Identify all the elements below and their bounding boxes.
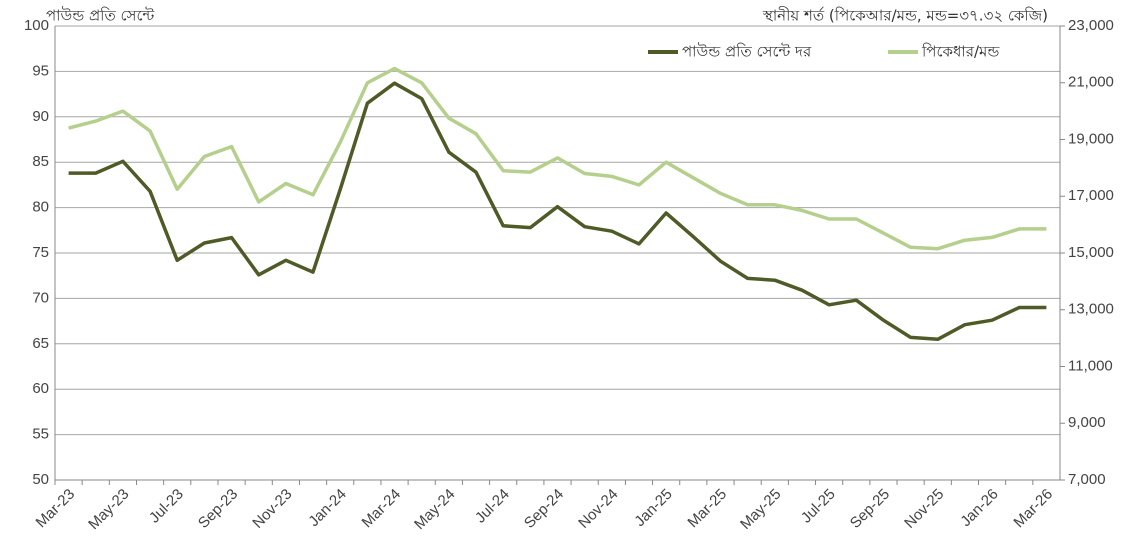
y-tick-label: 70 (32, 289, 49, 306)
y-tick-label: 60 (32, 380, 49, 397)
x-tick-label: May-23 (85, 486, 132, 533)
legend-label: পিকেধার/মন্ড (921, 43, 1000, 61)
x-tick-label: Jan-24 (305, 486, 349, 530)
y-tick-label: 65 (32, 335, 49, 352)
y2-tick-label: 23,000 (1068, 17, 1114, 34)
y2-tick-label: 9,000 (1068, 414, 1106, 431)
y-tick-label: 100 (24, 17, 49, 34)
x-tick-label: Nov-25 (901, 486, 947, 532)
x-tick-label: Jul-25 (798, 486, 839, 527)
x-tick-label: Sep-25 (847, 486, 893, 532)
y2-tick-label: 17,000 (1068, 187, 1114, 204)
series-line (68, 81, 1047, 342)
x-tick-label: Sep-23 (195, 486, 241, 532)
y2-tick-label: 19,000 (1068, 130, 1114, 147)
x-tick-label: Jan-25 (631, 486, 675, 530)
x-tick-label: Sep-24 (521, 486, 567, 532)
legend-label: পাউন্ড প্রতি সেন্টে দর (682, 43, 812, 61)
y-tick-label: 50 (32, 471, 49, 488)
y-tick-label: 95 (32, 62, 49, 79)
x-tick-label: May-25 (737, 486, 784, 533)
y-tick-label: 80 (32, 199, 49, 216)
x-tick-label: Mar-23 (33, 486, 79, 532)
y2-axis-title: স্থানীয় শর্ত (পিকেআর/মন্ড, মন্ড=৩৭.৩২ ক… (762, 7, 1048, 25)
x-tick-label: Mar-25 (684, 486, 730, 532)
x-tick-label: Mar-24 (359, 486, 405, 532)
x-tick-label: Jul-23 (146, 486, 187, 527)
x-tick-label: Jul-24 (472, 486, 513, 527)
x-tick-label: Mar-26 (1010, 486, 1056, 532)
x-tick-label: Jan-26 (957, 486, 1001, 530)
series-line (68, 66, 1047, 251)
y-tick-label: 90 (32, 108, 49, 125)
x-tick-label: Nov-24 (575, 486, 621, 532)
y2-tick-label: 15,000 (1068, 244, 1114, 261)
x-tick-label: May-24 (411, 486, 458, 533)
y-tick-label: 85 (32, 153, 49, 170)
x-tick-label: Nov-23 (249, 486, 295, 532)
y2-tick-label: 7,000 (1068, 471, 1106, 488)
y2-tick-label: 13,000 (1068, 301, 1114, 318)
y2-tick-label: 11,000 (1068, 357, 1113, 374)
y-tick-label: 75 (32, 244, 49, 261)
y-axis-title: পাউন্ড প্রতি সেন্টে (46, 7, 154, 25)
y-tick-label: 55 (32, 426, 49, 443)
y2-tick-label: 21,000 (1068, 74, 1114, 91)
